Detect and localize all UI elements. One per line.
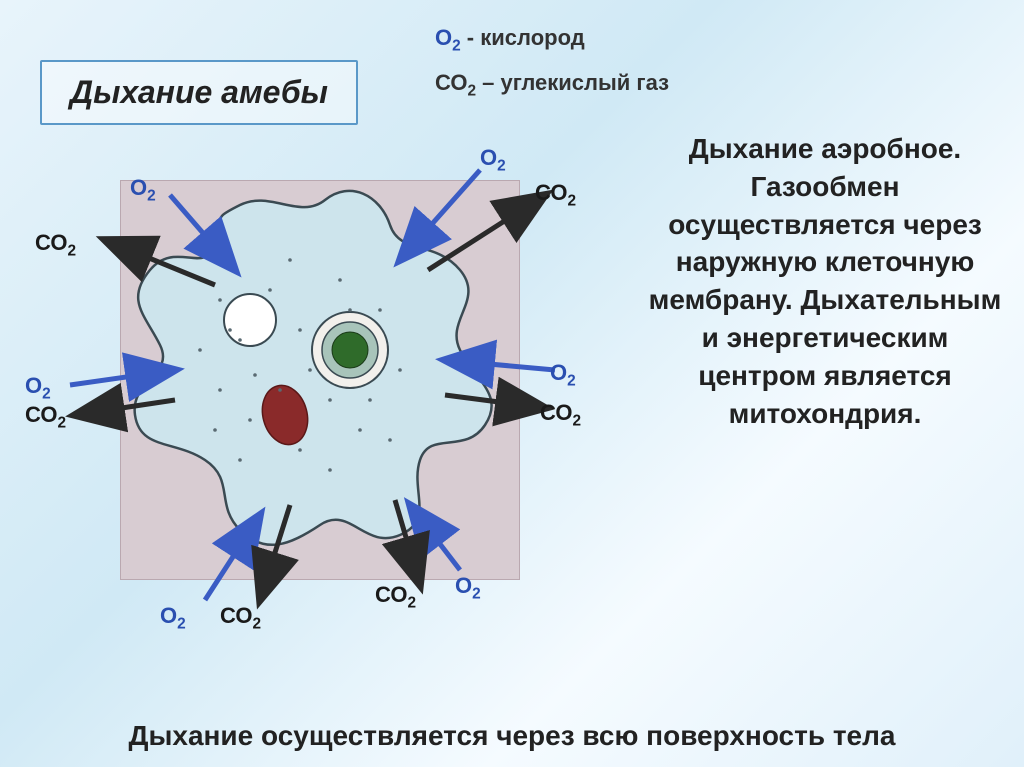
label-symbol: О [480,145,497,170]
label-symbol: СО [220,603,252,628]
label-sub: 2 [57,414,66,431]
label-sub: 2 [42,385,51,402]
label-symbol: СО [540,400,572,425]
legend-o2: О2 - кислород [435,25,585,55]
amoeba-svg [40,140,600,640]
legend-o2-symbol: О [435,25,452,50]
label-sub: 2 [572,412,581,429]
label-sub: 2 [567,372,576,389]
label-symbol: О [550,360,567,385]
label-symbol: О [160,603,177,628]
label-symbol: СО [25,402,57,427]
amoeba-diagram: О2О2СО2СО2О2СО2О2СО2О2СО2О2СО2 [40,140,600,640]
co2-label: СО2 [540,400,581,430]
co2-label: СО2 [220,603,261,633]
label-sub: 2 [147,187,156,204]
label-sub: 2 [67,242,76,259]
label-symbol: О [130,175,147,200]
o2-label: О2 [25,373,51,403]
legend-o2-sub: 2 [452,37,461,54]
label-sub: 2 [472,585,481,602]
page-title: Дыхание амебы [70,74,328,110]
label-symbol: СО [35,230,67,255]
label-sub: 2 [252,615,261,632]
label-sub: 2 [497,157,506,174]
co2-label: СО2 [375,582,416,612]
legend-co2-sub: 2 [467,82,476,99]
legend-o2-desc: - кислород [461,25,585,50]
label-sub: 2 [567,192,576,209]
bottom-text: Дыхание осуществляется через всю поверхн… [40,720,984,752]
co2-label: СО2 [35,230,76,260]
label-symbol: СО [535,180,567,205]
description-text: Дыхание аэробное. Газообмен осуществляет… [645,130,1005,432]
o2-label: О2 [130,175,156,205]
label-symbol: СО [375,582,407,607]
legend-co2-desc: – углекислый газ [476,70,669,95]
o2-label: О2 [455,573,481,603]
label-symbol: О [455,573,472,598]
label-sub: 2 [177,615,186,632]
label-sub: 2 [407,594,416,611]
title-box: Дыхание амебы [40,60,358,125]
o2-label: О2 [160,603,186,633]
co2-label: СО2 [25,402,66,432]
legend-co2-symbol: СО [435,70,467,95]
o2-label: О2 [480,145,506,175]
legend-co2: СО2 – углекислый газ [435,70,669,100]
co2-label: СО2 [535,180,576,210]
o2-label: О2 [550,360,576,390]
label-symbol: О [25,373,42,398]
